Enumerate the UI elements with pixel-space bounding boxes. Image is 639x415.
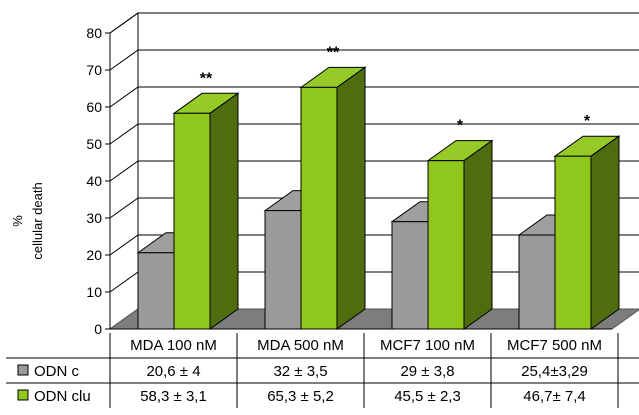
bar-odn-clu-side — [209, 92, 239, 330]
y-tick-label: 60 — [86, 99, 102, 115]
bar-odn-c — [391, 221, 429, 330]
x-tick-label: MDA 100 nM — [130, 337, 217, 354]
x-tick-label: MDA 500 nM — [257, 337, 344, 354]
x-tick-label: MCF7 100 nM — [380, 337, 475, 354]
y-tick-label: 40 — [86, 173, 102, 189]
significance-marker: ** — [327, 44, 340, 61]
data-label: 58,3 ± 3,1 — [140, 388, 207, 405]
bar-odn-clu-side — [590, 135, 620, 330]
bar-odn-clu — [173, 112, 211, 330]
gridline — [109, 49, 639, 71]
data-label: 46,7± 7,4 — [523, 388, 585, 405]
gridline — [109, 12, 639, 34]
bar-odn-c — [518, 234, 556, 330]
y-tick-label: 20 — [86, 247, 102, 263]
y-tick-label: 80 — [86, 25, 102, 41]
data-label: 20,6 ± 4 — [146, 363, 200, 380]
data-label: 45,5 ± 2,3 — [394, 388, 461, 405]
y-tick-label: 30 — [86, 210, 102, 226]
y-axis-label: cellular death — [30, 182, 45, 259]
significance-marker: ** — [200, 70, 213, 87]
gridline — [109, 123, 639, 145]
y-tick-label: 10 — [86, 284, 102, 300]
legend-label: ODN clu — [34, 388, 91, 405]
legend-swatch — [17, 389, 29, 401]
legend-label: ODN c — [34, 363, 80, 380]
bar-odn-clu-side — [336, 66, 366, 330]
bar-odn-clu — [300, 86, 338, 330]
data-label: 25,4±3,29 — [521, 363, 588, 380]
bar-odn-clu-side — [463, 139, 493, 330]
gridline — [109, 86, 639, 108]
y-tick-label: 70 — [86, 62, 102, 78]
y-axis-label-symbol: % — [10, 215, 25, 227]
bar-odn-c — [137, 252, 175, 330]
legend-swatch — [17, 364, 29, 376]
significance-marker: * — [584, 113, 591, 130]
data-label: 29 ± 3,8 — [400, 363, 454, 380]
significance-marker: * — [457, 118, 464, 135]
y-tick-label: 0 — [94, 321, 102, 337]
bar-odn-c — [264, 210, 302, 330]
y-tick-label: 50 — [86, 136, 102, 152]
bar-odn-clu — [427, 160, 465, 330]
x-tick-label: MCF7 500 nM — [507, 337, 602, 354]
data-label: 32 ± 3,5 — [273, 363, 327, 380]
data-label: 65,3 ± 5,2 — [267, 388, 334, 405]
bar-odn-clu — [554, 155, 592, 330]
